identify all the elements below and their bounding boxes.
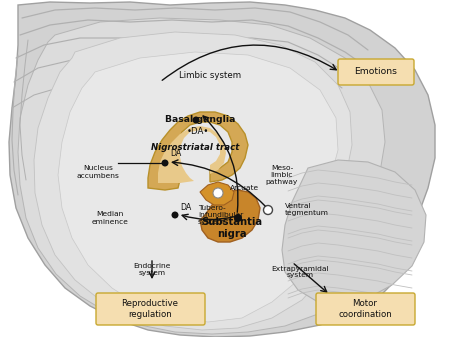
Text: DA: DA bbox=[170, 150, 181, 158]
Polygon shape bbox=[200, 190, 260, 242]
FancyBboxPatch shape bbox=[316, 293, 415, 325]
Text: Motor
coordination: Motor coordination bbox=[338, 299, 392, 319]
FancyBboxPatch shape bbox=[338, 59, 414, 85]
Text: Limbic system: Limbic system bbox=[179, 70, 241, 80]
Text: Substantia
nigra: Substantia nigra bbox=[201, 217, 263, 239]
Polygon shape bbox=[158, 126, 226, 183]
Text: Ventral
tegmentum: Ventral tegmentum bbox=[285, 204, 329, 216]
FancyBboxPatch shape bbox=[96, 293, 205, 325]
Polygon shape bbox=[200, 182, 234, 205]
Circle shape bbox=[213, 188, 223, 198]
Polygon shape bbox=[18, 18, 385, 334]
Text: DA: DA bbox=[180, 203, 191, 212]
Circle shape bbox=[162, 159, 168, 166]
Polygon shape bbox=[9, 2, 435, 337]
Text: Tubero-
infundibular
system: Tubero- infundibular system bbox=[198, 205, 243, 225]
Text: Nucleus
accumbens: Nucleus accumbens bbox=[77, 165, 119, 179]
Text: Endocrine
system: Endocrine system bbox=[133, 264, 171, 276]
Circle shape bbox=[264, 206, 273, 214]
Polygon shape bbox=[58, 52, 338, 322]
Text: Emotions: Emotions bbox=[355, 67, 398, 76]
Circle shape bbox=[234, 214, 242, 222]
Polygon shape bbox=[148, 112, 248, 190]
Polygon shape bbox=[34, 32, 352, 330]
Text: Arcuate: Arcuate bbox=[230, 185, 259, 191]
Text: Nigrostriatal tract: Nigrostriatal tract bbox=[151, 144, 239, 153]
Polygon shape bbox=[282, 160, 426, 305]
Circle shape bbox=[192, 117, 200, 123]
Text: Median
eminence: Median eminence bbox=[91, 212, 128, 224]
Text: Basal ganglia: Basal ganglia bbox=[165, 116, 235, 124]
Circle shape bbox=[172, 212, 179, 218]
Text: Extrapyramidal
system: Extrapyramidal system bbox=[271, 266, 329, 278]
Text: •DA•: •DA• bbox=[187, 127, 209, 136]
Text: Meso-
limbic
pathway: Meso- limbic pathway bbox=[266, 165, 298, 185]
Text: Reproductive
regulation: Reproductive regulation bbox=[121, 299, 179, 319]
